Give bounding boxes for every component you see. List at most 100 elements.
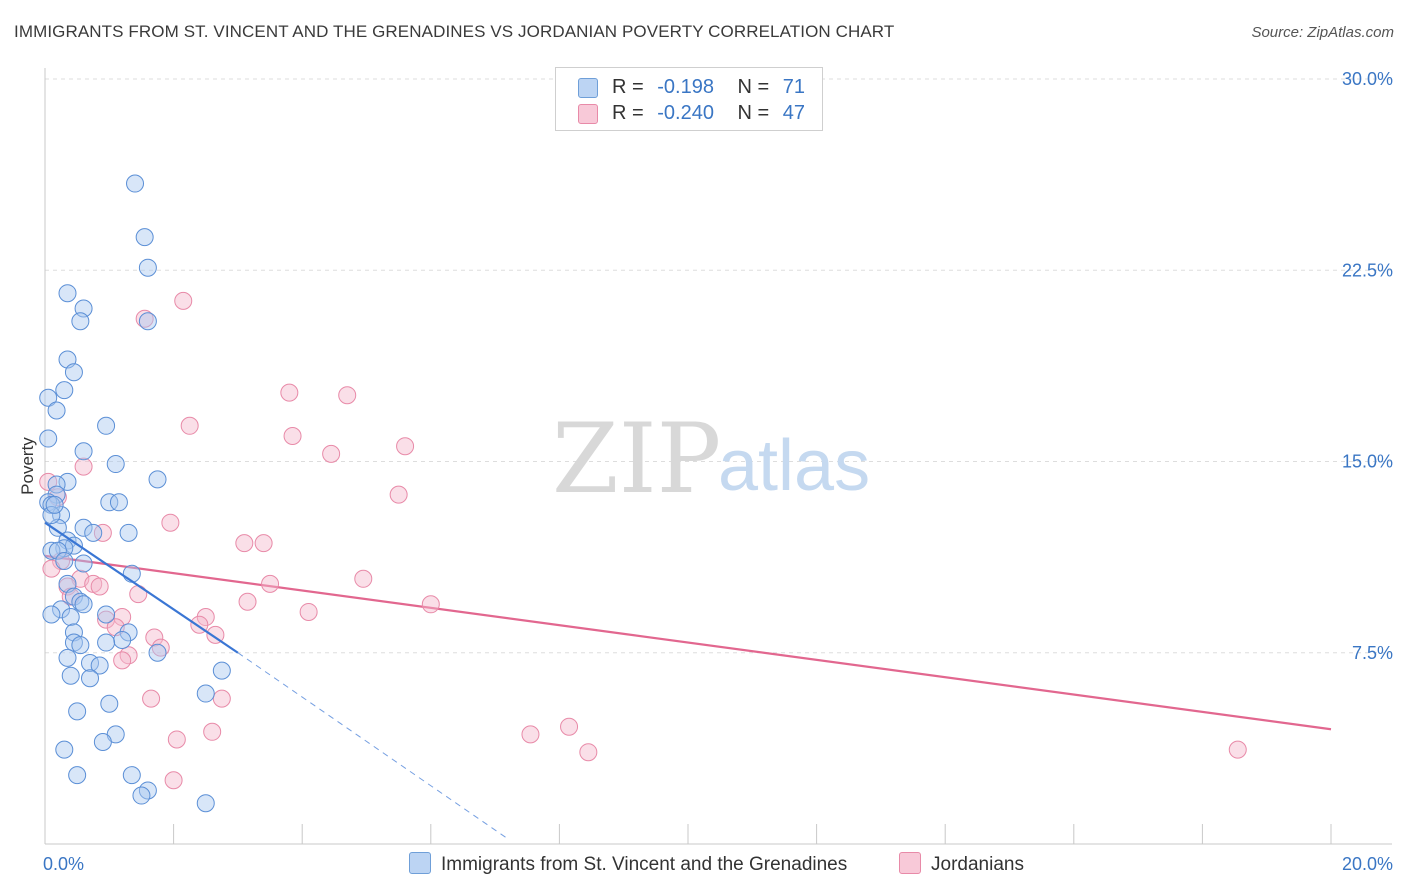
data-point-immigrants [58,648,77,667]
data-point-jordanians [235,534,254,553]
data-point-immigrants [55,740,74,759]
data-point-jordanians [322,444,341,463]
data-point-jordanians [396,437,415,456]
y-tick-label: 15.0% [1342,452,1393,472]
data-point-jordanians [521,725,540,744]
watermark-zip: ZIP [552,403,721,515]
data-point-immigrants [138,312,157,331]
trend-line-immigrants [44,521,239,654]
data-point-immigrants [148,470,167,489]
data-point-immigrants [100,493,119,512]
data-point-jordanians [1228,740,1247,759]
data-point-immigrants [47,401,66,420]
data-point-immigrants [119,623,138,642]
data-point-immigrants [58,284,77,303]
trend-line-immigrants-extension [237,652,509,840]
data-point-jordanians [203,722,222,741]
source-credit: Source: ZipAtlas.com [1251,24,1394,41]
data-point-immigrants [106,455,125,474]
data-point-immigrants [45,495,64,514]
data-point-immigrants [39,429,58,448]
data-point-immigrants [90,656,109,675]
data-point-jordanians [113,651,132,670]
data-point-jordanians [389,485,408,504]
data-point-jordanians [196,608,215,627]
data-point-jordanians [74,457,93,476]
tick-labels: 7.5% 15.0% 22.5% 30.0% 0.0% 20.0% [43,69,1393,874]
legend-r-label: R = [612,76,644,98]
trend-lines-immigrants [44,521,509,840]
bottom-legend-swatch-blue [409,852,431,874]
trend-lines-jordanians [44,554,1332,731]
data-point-immigrants [55,381,74,400]
legend-n-label: N = [737,102,770,124]
data-point-immigrants [97,633,116,652]
data-point-immigrants [135,228,154,247]
legend-n-value: 47 [782,102,806,124]
data-point-immigrants [196,794,215,813]
data-point-immigrants [47,475,66,494]
data-point-jordanians [129,585,148,604]
legend-r-value: -0.240 [657,102,714,124]
data-point-jordanians [113,608,132,627]
data-point-immigrants [109,493,128,512]
data-point-jordanians [180,416,199,435]
legend-r-value: -0.198 [657,76,714,98]
data-point-immigrants [97,605,116,624]
data-point-jordanians [167,730,186,749]
legend-swatch-blue [578,78,598,98]
y-tick-label: 7.5% [1352,643,1393,663]
legend-n-value: 71 [782,76,806,98]
chart-title: IMMIGRANTS FROM ST. VINCENT AND THE GREN… [14,22,895,41]
data-point-immigrants [39,388,58,407]
data-point-immigrants [93,733,112,751]
data-point-immigrants [42,506,61,525]
data-point-immigrants [122,564,141,583]
bottom-legend-swatch-pink [899,852,921,874]
data-point-jordanians [283,427,302,445]
data-point-jordanians [579,743,598,762]
data-point-immigrants [132,786,151,805]
data-point-immigrants [71,312,90,331]
points-jordanians [39,291,1247,790]
data-point-jordanians [212,689,231,708]
data-point-jordanians [90,577,109,596]
data-point-jordanians [164,771,183,790]
data-point-immigrants [55,551,74,570]
data-point-jordanians [151,638,170,657]
data-point-immigrants [52,600,71,619]
data-point-jordanians [254,534,273,553]
bottom-legend-label: Immigrants from St. Vincent and the Gren… [441,854,848,875]
data-point-immigrants [64,363,83,382]
data-point-immigrants [42,605,61,624]
data-point-immigrants [138,258,157,277]
trend-line-jordanians [44,554,1332,731]
data-point-jordanians [145,628,164,647]
data-point-jordanians [560,717,579,736]
data-point-jordanians [338,386,357,405]
data-point-immigrants [126,174,145,193]
data-point-immigrants [74,595,93,614]
data-point-immigrants [81,669,100,688]
gridlines [45,78,1392,654]
x-tick-label: 20.0% [1342,854,1393,874]
points-immigrants [39,174,231,813]
data-point-jordanians [161,513,180,532]
data-point-immigrants [48,541,67,560]
data-point-immigrants [42,541,61,560]
data-point-jordanians [174,291,193,310]
y-tick-label: 22.5% [1342,260,1393,280]
data-point-immigrants [58,472,77,491]
data-point-immigrants [74,442,93,461]
data-point-immigrants [113,631,132,649]
data-point-immigrants [119,523,138,542]
data-point-immigrants [71,636,90,655]
data-point-jordanians [299,602,318,621]
y-tick-label: 30.0% [1342,69,1393,89]
data-point-jordanians [238,592,257,611]
data-point-immigrants [122,766,141,785]
axes [44,68,1392,845]
data-point-immigrants [61,608,80,627]
data-point-immigrants [74,554,93,573]
